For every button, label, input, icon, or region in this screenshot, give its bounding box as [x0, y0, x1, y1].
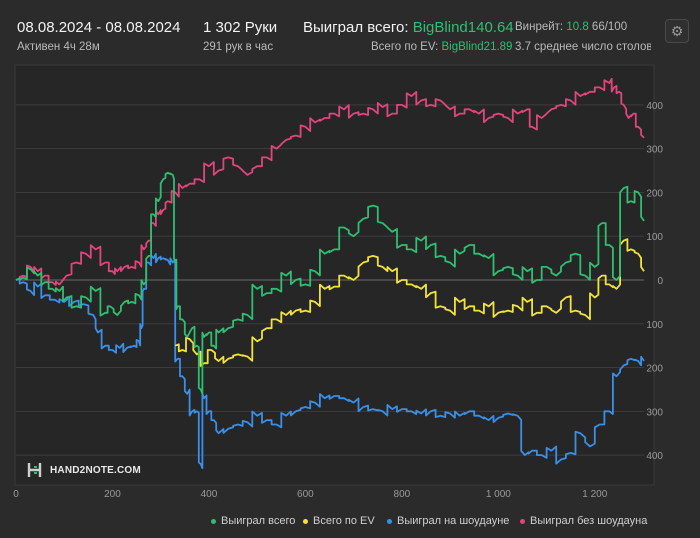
stats-header: 08.08.2024 - 08.08.2024 Активен 4ч 28м 1…: [3, 3, 697, 63]
plot-area: [14, 64, 655, 486]
ev-total-label: Всего по EV:: [371, 41, 439, 53]
won-total-label: Выиграл всего:: [303, 19, 409, 36]
y-tick-label: 400: [646, 451, 663, 462]
legend-item-showdown[interactable]: Выиграл на шоудауне: [387, 515, 509, 527]
winrate-extra: 66/100: [591, 21, 628, 33]
x-tick-label: 200: [104, 489, 121, 500]
y-tick-label: 300: [646, 407, 663, 418]
x-tick-label: 400: [201, 489, 218, 500]
y-tick-label: 0: [657, 276, 663, 287]
y-tick-label: 200: [646, 364, 663, 375]
active-time: Активен 4ч 28м: [17, 41, 100, 53]
legend-label-ev: Всего по EV: [313, 515, 375, 527]
hands-per-hour: 291 рук в час: [203, 41, 274, 53]
winrate: Винрейт: 10.8 66/100: [515, 21, 627, 33]
legend-dot-won: [211, 518, 216, 524]
hand2note-logo-icon: [27, 463, 42, 477]
legend-label-nonshowdown: Выиграл без шоудауна: [530, 515, 648, 527]
series-line-nonshowdown: [15, 77, 645, 286]
legend-item-won[interactable]: Выиграл всего: [211, 515, 295, 527]
y-tick-label: 200: [646, 188, 663, 199]
gear-icon[interactable]: ⚙: [665, 19, 689, 43]
legend-dot-ev: [303, 518, 308, 524]
winrate-label: Винрейт:: [515, 21, 564, 33]
y-tick-label: 100: [646, 320, 663, 331]
ev-total: Всего по EV: BigBlind21.89: [371, 41, 512, 53]
results-chart: 400 300 200 100 0 100 200 300 400 0 200 400 600 800 1 …: [13, 64, 663, 500]
y-tick-label: 400: [646, 101, 663, 112]
legend-label-showdown: Выиграл на шоудауне: [397, 515, 510, 527]
logo-text: HAND2NOTE.COM: [50, 464, 141, 476]
hands-count: 1 302 Руки: [203, 19, 278, 36]
chart-legend: Выиграл всего Всего по EV Выиграл на шоу…: [3, 515, 697, 529]
series-line-won: [15, 171, 645, 395]
tables-avg: 3.7 среднее число столов: [515, 41, 651, 53]
series-line-showdown: [15, 253, 645, 469]
x-tick-label: 800: [394, 489, 411, 500]
won-total: Выиграл всего: BigBlind140.64: [303, 19, 514, 36]
legend-label-won: Выиграл всего: [221, 515, 296, 527]
legend-item-nonshowdown[interactable]: Выиграл без шоудауна: [520, 515, 647, 527]
x-tick-label: 1 200: [582, 489, 607, 500]
legend-item-ev[interactable]: Всего по EV: [303, 515, 375, 527]
y-tick-label: 100: [646, 232, 663, 243]
ev-total-value: BigBlind21.89: [441, 41, 513, 53]
legend-dot-nonshowdown: [520, 518, 525, 524]
date-range: 08.08.2024 - 08.08.2024: [17, 19, 181, 36]
x-tick-label: 1 000: [486, 489, 511, 500]
x-tick-label: 600: [297, 489, 314, 500]
y-tick-label: 300: [646, 145, 663, 156]
won-total-value: BigBlind140.64: [412, 19, 514, 36]
legend-dot-showdown: [387, 518, 392, 524]
series-line-ev: [174, 238, 645, 367]
hand2note-logo: HAND2NOTE.COM: [27, 461, 141, 479]
hand2note-graph-panel: 08.08.2024 - 08.08.2024 Активен 4ч 28м 1…: [3, 3, 697, 535]
x-tick-label: 0: [13, 489, 19, 500]
winrate-value: 10.8: [566, 21, 589, 33]
